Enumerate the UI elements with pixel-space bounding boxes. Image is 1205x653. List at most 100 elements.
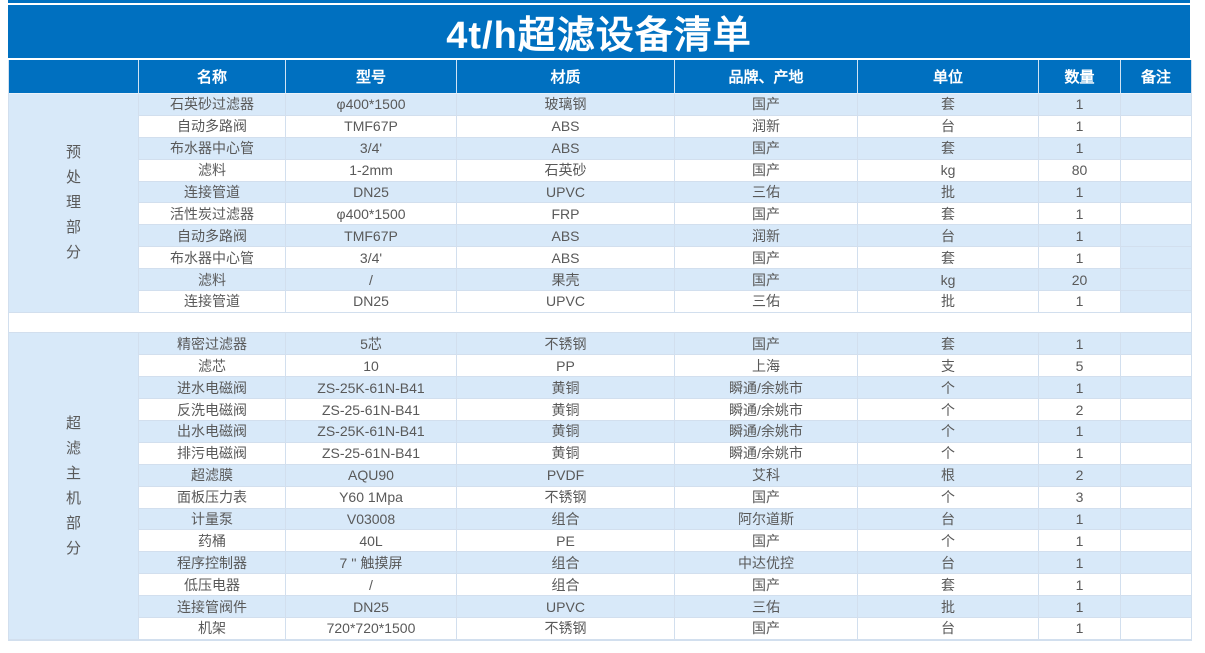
remark-cell [1121, 203, 1191, 226]
unit-cell: 批 [858, 181, 1039, 204]
brand-cell: 国产 [675, 137, 858, 160]
model-cell: TMF67P [286, 225, 457, 248]
qty-cell: 1 [1039, 574, 1121, 597]
table-row: 活性炭过滤器 φ400*1500 FRP 国产套 1 [9, 203, 1191, 226]
brand-cell: 国产 [675, 159, 858, 182]
col-header-model: 型号 [286, 60, 457, 94]
table-row: 连接管道 DN25 UPVC 三佑批 1 [9, 181, 1191, 204]
section-label-char: 分 [65, 244, 81, 262]
brand-cell: 瞬通/余姚市 [675, 399, 858, 421]
qty-cell: 20 [1039, 269, 1121, 292]
name-cell: 连接管阀件 [139, 596, 286, 618]
section-label-char: 滤 [65, 440, 81, 458]
model-cell: φ400*1500 [286, 203, 457, 226]
qty-cell: 1 [1039, 291, 1121, 313]
material-cell: 石英砂 [457, 159, 675, 182]
qty-cell: 1 [1039, 247, 1121, 270]
section-label-char: 理 [65, 194, 81, 212]
remark-cell [1121, 508, 1191, 531]
name-cell: 布水器中心管 [139, 247, 286, 270]
unit-cell: 个 [858, 420, 1039, 443]
table-row: 计量泵 V03008 组合 阿尔道斯台 1 [9, 508, 1191, 531]
material-cell: UPVC [457, 181, 675, 204]
model-cell: / [286, 269, 457, 292]
remark-cell [1121, 355, 1191, 378]
unit-cell: 个 [858, 377, 1039, 400]
col-header-unit: 单位 [858, 60, 1039, 94]
unit-cell: kg [858, 159, 1039, 182]
unit-cell: 个 [858, 486, 1039, 509]
remark-cell [1121, 115, 1191, 138]
qty-cell: 1 [1039, 181, 1121, 204]
qty-cell: 1 [1039, 115, 1121, 138]
qty-cell: 1 [1039, 552, 1121, 575]
qty-cell: 2 [1039, 399, 1121, 421]
qty-cell: 1 [1039, 530, 1121, 553]
qty-cell: 1 [1039, 94, 1121, 116]
equipment-sheet: 4t/h超滤设备清单 名称 型号 材质 品牌、产地 单位 数量 备注 预处理部分… [8, 0, 1192, 641]
table-row: 超滤主机部分精密过滤器 5芯 不锈钢 国产套 1 [9, 333, 1191, 640]
col-header-qty: 数量 [1039, 60, 1121, 94]
name-cell: 石英砂过滤器 [139, 94, 286, 116]
model-cell: 10 [286, 355, 457, 378]
unit-cell: 台 [858, 115, 1039, 138]
qty-cell: 1 [1039, 333, 1121, 356]
unit-cell: 套 [858, 333, 1039, 356]
model-cell: 3/4' [286, 247, 457, 270]
section-label-char: 分 [65, 540, 81, 558]
table-row: 低压电器 / 组合 国产套 1 [9, 574, 1191, 597]
material-cell: 果壳 [457, 269, 675, 292]
material-cell: 玻璃钢 [457, 94, 675, 116]
remark-cell [1121, 225, 1191, 248]
table-row: 连接管阀件 DN25 UPVC 三佑批 1 [9, 596, 1191, 618]
col-header-section [9, 60, 139, 94]
brand-cell: 国产 [675, 574, 858, 597]
unit-cell: 套 [858, 574, 1039, 597]
brand-cell: 上海 [675, 355, 858, 378]
remark-cell [1121, 617, 1191, 640]
material-cell: 不锈钢 [457, 617, 675, 640]
name-cell: 自动多路阀 [139, 115, 286, 138]
brand-cell: 国产 [675, 486, 858, 509]
qty-cell: 3 [1039, 486, 1121, 509]
unit-cell: 根 [858, 464, 1039, 487]
material-cell: 黄铜 [457, 420, 675, 443]
remark-cell [1121, 399, 1191, 421]
material-cell: PVDF [457, 464, 675, 487]
name-cell: 进水电磁阀 [139, 377, 286, 400]
model-cell: 720*720*1500 [286, 617, 457, 640]
header-row: 名称 型号 材质 品牌、产地 单位 数量 备注 [9, 60, 1191, 94]
section-label-char: 机 [65, 490, 81, 508]
brand-cell: 瞬通/余姚市 [675, 420, 858, 443]
name-cell: 滤料 [139, 159, 286, 182]
section-label-char: 超 [65, 415, 81, 433]
brand-cell: 润新 [675, 115, 858, 138]
name-cell: 反洗电磁阀 [139, 399, 286, 421]
unit-cell: 个 [858, 442, 1039, 465]
brand-cell: 三佑 [675, 181, 858, 204]
sheet-title: 4t/h超滤设备清单 [8, 5, 1190, 58]
unit-cell: 台 [858, 225, 1039, 248]
remark-cell [1121, 377, 1191, 400]
table-row: 布水器中心管 3/4' ABS 国产套 1 [9, 137, 1191, 160]
table-row: 反洗电磁阀 ZS-25-61N-B41 黄铜 瞬通/余姚市个 2 [9, 399, 1191, 421]
remark-cell [1121, 333, 1191, 356]
unit-cell: 个 [858, 530, 1039, 553]
model-cell: ZS-25-61N-B41 [286, 442, 457, 465]
unit-cell: 套 [858, 247, 1039, 270]
brand-cell: 润新 [675, 225, 858, 248]
material-cell: ABS [457, 115, 675, 138]
brand-cell: 艾科 [675, 464, 858, 487]
brand-cell: 国产 [675, 203, 858, 226]
table-row: 超滤膜 AQU90 PVDF 艾科根 2 [9, 464, 1191, 487]
table-row: 程序控制器 7 '' 触摸屏 组合 中达优控台 1 [9, 552, 1191, 575]
qty-cell: 1 [1039, 203, 1121, 226]
qty-cell: 1 [1039, 508, 1121, 531]
model-cell: 7 '' 触摸屏 [286, 552, 457, 575]
name-cell: 出水电磁阀 [139, 420, 286, 443]
separator-row [9, 312, 1191, 334]
brand-cell: 国产 [675, 94, 858, 116]
table-row: 布水器中心管 3/4' ABS 国产套 1 [9, 247, 1191, 270]
remark-cell [1121, 574, 1191, 597]
model-cell: DN25 [286, 291, 457, 313]
